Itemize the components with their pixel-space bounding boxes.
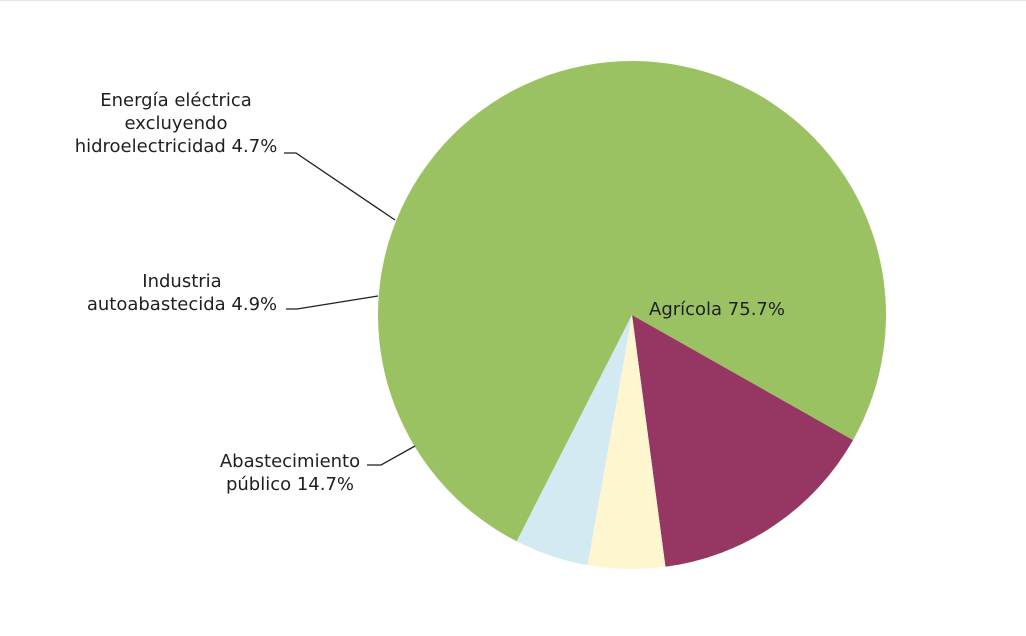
slice-label-line: autoabastecida 4.9% <box>87 294 277 315</box>
slice-label: Abastecimiento público 14.7% <box>220 451 360 495</box>
label-leader-lines <box>284 152 416 466</box>
slice-labels: Agrícola 75.7% Abastecimiento público 14.7… <box>75 90 785 495</box>
leader-line <box>284 152 396 221</box>
slice-label: Agrícola 75.7% <box>649 299 785 320</box>
pie-slice-energia-electrica-excluyendo-hidroelectricidad <box>516 315 632 566</box>
slice-label: Industria autoabastecida 4.9% <box>87 271 277 315</box>
slice-label-line: Abastecimiento <box>220 451 360 472</box>
slice-label-line: excluyendo <box>125 113 228 134</box>
slice-label: Energía eléctrica excluyendo hidroelectric… <box>75 90 278 157</box>
pie-slice-industria-autoabastecida <box>587 315 666 569</box>
pie-slice-agricola <box>378 61 887 542</box>
slice-label-line: hidroelectricidad 4.7% <box>75 136 278 157</box>
pie-slice-abastecimiento-publico <box>632 315 854 567</box>
leader-line <box>286 295 379 310</box>
slice-label-line: Industria <box>142 271 221 292</box>
slice-label-line: público 14.7% <box>226 474 354 495</box>
pie-slices <box>378 61 887 569</box>
slice-label-line: Agrícola 75.7% <box>649 299 785 320</box>
top-divider <box>0 0 1026 1</box>
leader-line <box>367 445 416 466</box>
slice-label-line: Energía eléctrica <box>100 90 252 111</box>
